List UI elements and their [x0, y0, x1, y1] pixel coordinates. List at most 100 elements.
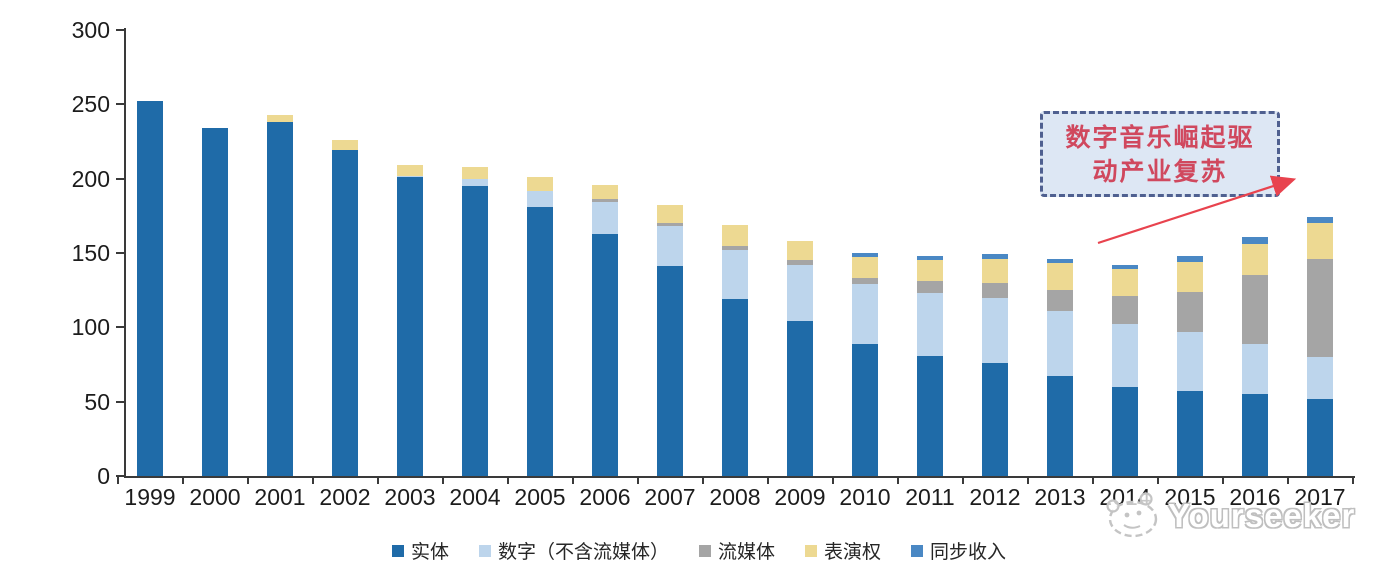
x-tick [571, 476, 574, 484]
bar-segment-performance-rights-2002 [332, 140, 358, 151]
y-tick [116, 326, 124, 329]
bar-segment-digital-excl-streaming-2012 [982, 297, 1008, 363]
bar-segment-physical-2015 [1177, 391, 1203, 476]
bar-segment-performance-rights-2011 [917, 260, 943, 282]
legend-item-physical: 实体 [391, 537, 449, 564]
legend-item-sync-revenue: 同步收入 [911, 537, 1006, 564]
y-tick-label: 150 [71, 240, 110, 266]
bar-segment-performance-rights-2016 [1242, 244, 1268, 276]
y-tick-label: 250 [71, 91, 110, 118]
x-tick-label: 2003 [384, 484, 436, 510]
x-axis-line [124, 476, 1355, 478]
bar-segment-sync-revenue-2017 [1307, 217, 1333, 224]
bar-segment-performance-rights-2013 [1047, 263, 1073, 291]
bar-segment-performance-rights-2014 [1112, 269, 1138, 297]
bar-segment-physical-2001 [267, 122, 293, 476]
bar-segment-digital-excl-streaming-2003 [397, 175, 423, 178]
bar-segment-streaming-2013 [1047, 290, 1073, 311]
x-tick [1351, 476, 1354, 484]
bar-segment-streaming-2007 [657, 223, 683, 227]
x-tick-label: 2004 [449, 484, 501, 510]
legend-label-digital-excl-streaming: 数字（不含流媒体） [497, 542, 669, 563]
legend-item-performance-rights: 表演权 [805, 537, 881, 564]
bar-segment-streaming-2012 [982, 282, 1008, 298]
bar-segment-digital-excl-streaming-2016 [1242, 343, 1268, 395]
bar-segment-physical-2014 [1112, 386, 1138, 476]
bar-segment-physical-2011 [917, 355, 943, 476]
y-tick-label: 200 [71, 165, 110, 192]
bar-segment-digital-excl-streaming-2008 [722, 250, 748, 300]
bar-segment-physical-2005 [527, 206, 553, 476]
bar-segment-digital-excl-streaming-2010 [852, 284, 878, 344]
x-tick [246, 476, 249, 484]
y-tick [116, 475, 124, 477]
bar-segment-sync-revenue-2011 [917, 255, 943, 261]
y-tick-label: 300 [71, 17, 110, 43]
x-tick [506, 476, 509, 484]
x-tick-label: 2017 [1294, 484, 1346, 510]
bar-segment-digital-excl-streaming-2013 [1047, 310, 1073, 377]
x-tick-label: 2005 [514, 484, 566, 510]
bar-segment-physical-2016 [1242, 394, 1268, 476]
y-tick-label: 100 [71, 314, 110, 341]
bar-segment-streaming-2017 [1307, 258, 1333, 358]
annotation-line-2: 动产业复苏 [1092, 159, 1228, 186]
bar-segment-physical-2006 [592, 233, 618, 476]
bar-segment-digital-excl-streaming-2011 [917, 293, 943, 356]
bar-segment-physical-2008 [722, 299, 748, 476]
legend-swatch-performance-rights [805, 544, 817, 557]
watermark: Yourseeker [1104, 492, 1355, 540]
x-tick [896, 476, 899, 484]
legend-swatch-sync-revenue [911, 544, 924, 557]
bar-segment-physical-2010 [852, 343, 878, 476]
y-tick-label: 50 [84, 388, 110, 415]
bar-segment-sync-revenue-2010 [852, 253, 878, 258]
x-tick-label: 2012 [969, 484, 1021, 510]
x-tick-label: 2008 [709, 484, 761, 510]
legend-label-streaming: 流媒体 [717, 542, 775, 563]
y-tick [116, 29, 124, 31]
annotation-line-1: 数字音乐崛起驱 [1065, 125, 1255, 152]
bar-segment-performance-rights-2001 [267, 114, 293, 123]
bar-segment-digital-excl-streaming-2017 [1307, 357, 1333, 399]
bar-segment-sync-revenue-2013 [1047, 258, 1073, 264]
x-tick [1091, 476, 1094, 484]
x-tick-label: 2015 [1164, 484, 1216, 510]
x-tick [766, 476, 769, 484]
bar-segment-physical-2004 [462, 186, 488, 476]
y-tick [116, 177, 124, 180]
bar-segment-streaming-2010 [852, 278, 878, 285]
x-tick-label: 2010 [839, 484, 891, 510]
x-tick [181, 476, 184, 484]
bar-segment-physical-1999 [137, 101, 163, 476]
bar-segment-digital-excl-streaming-2009 [787, 264, 813, 322]
bar-segment-streaming-2016 [1242, 275, 1268, 344]
bar-segment-sync-revenue-2014 [1112, 264, 1138, 270]
x-tick [441, 476, 444, 484]
x-tick [831, 476, 834, 484]
bar-segment-streaming-2015 [1177, 291, 1203, 332]
x-tick-label: 2001 [254, 484, 306, 510]
x-tick [1286, 476, 1289, 484]
legend: 实体 数字（不含流媒体） 流媒体 表演权 同步收入 [0, 537, 1398, 564]
legend-swatch-streaming [698, 544, 711, 557]
yourseeker-logo-icon [1106, 492, 1158, 538]
legend-item-streaming: 流媒体 [698, 537, 775, 564]
bar-segment-performance-rights-2004 [462, 166, 488, 179]
x-tick-label: 2016 [1229, 484, 1281, 510]
x-tick-label: 2002 [319, 484, 371, 510]
bar-segment-performance-rights-2012 [982, 258, 1008, 283]
bar-segment-performance-rights-2015 [1177, 261, 1203, 292]
x-tick-label: 2013 [1034, 484, 1086, 510]
x-tick [1026, 476, 1029, 484]
x-tick [1156, 476, 1159, 484]
x-tick [961, 476, 964, 484]
bar-segment-digital-excl-streaming-2015 [1177, 331, 1203, 392]
legend-item-digital-excl-streaming: 数字（不含流媒体） [478, 537, 669, 564]
bar-segment-physical-2017 [1307, 398, 1333, 476]
x-tick [1221, 476, 1224, 484]
annotation-callout: 数字音乐崛起驱 动产业复苏 [1040, 111, 1280, 197]
bar-segment-physical-2002 [332, 150, 358, 476]
bar-segment-sync-revenue-2012 [982, 254, 1008, 259]
